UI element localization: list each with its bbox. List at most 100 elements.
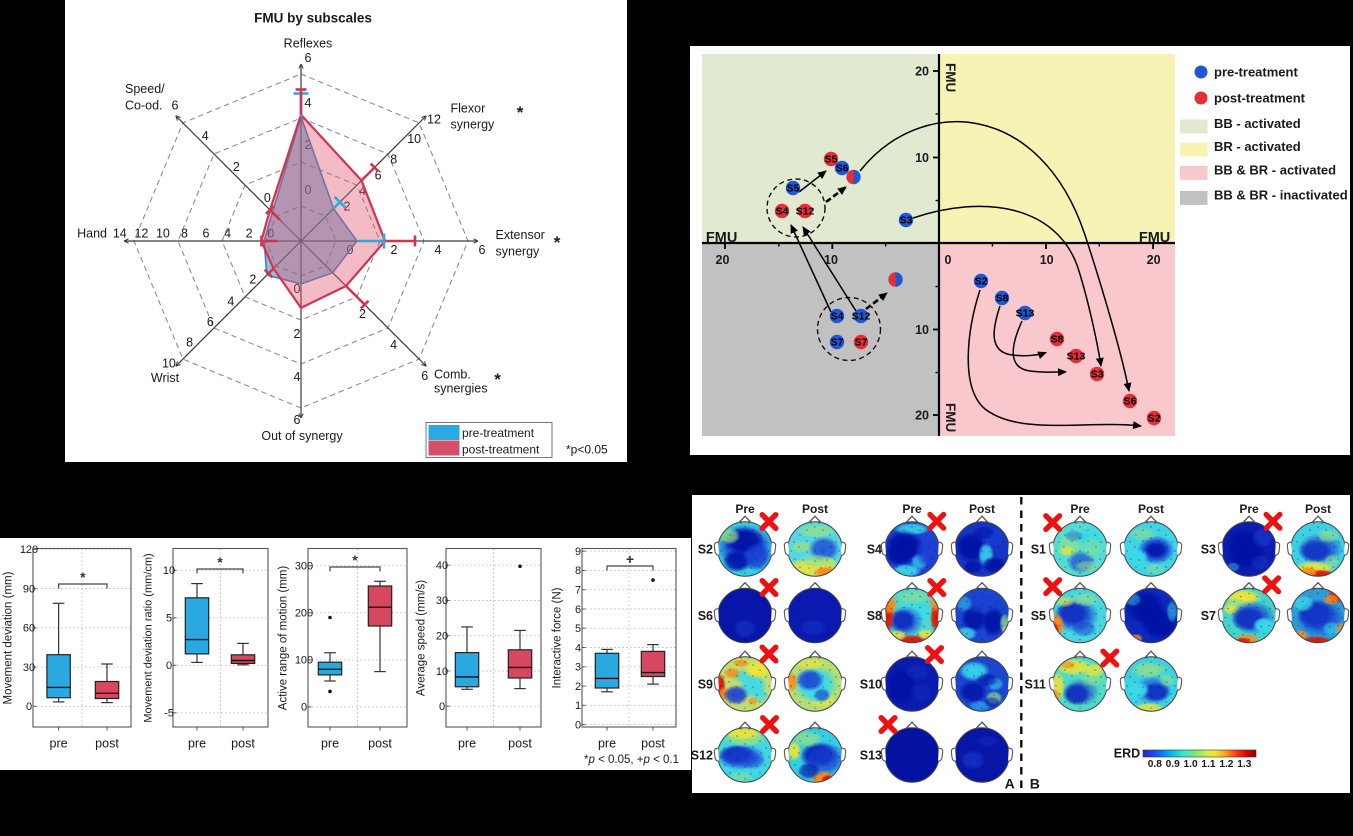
svg-text:5: 5 [575, 623, 581, 635]
svg-text:0: 0 [26, 701, 32, 713]
svg-text:S8: S8 [867, 609, 882, 623]
svg-text:6: 6 [479, 243, 486, 257]
svg-text:10: 10 [156, 226, 170, 240]
svg-text:10: 10 [915, 151, 929, 165]
svg-text:synergies: synergies [434, 382, 488, 396]
svg-text:0: 0 [945, 253, 952, 267]
svg-text:S13: S13 [860, 749, 882, 763]
svg-text:10: 10 [163, 565, 175, 577]
svg-text:pre: pre [50, 737, 68, 751]
svg-text:4: 4 [224, 226, 231, 240]
svg-text:S7: S7 [831, 337, 844, 349]
svg-text:12: 12 [134, 226, 148, 240]
svg-text:Flexor: Flexor [451, 102, 486, 116]
svg-text:Speed/: Speed/ [125, 82, 165, 96]
svg-text:10: 10 [824, 253, 838, 267]
svg-text:4: 4 [294, 370, 301, 384]
svg-text:S3: S3 [1091, 369, 1104, 381]
svg-text:5: 5 [166, 613, 172, 625]
svg-text:S1: S1 [1031, 543, 1046, 557]
svg-text:4: 4 [359, 184, 366, 198]
svg-text:synergy: synergy [496, 245, 541, 259]
svg-text:8: 8 [575, 565, 581, 577]
svg-text:S7: S7 [1201, 609, 1216, 623]
svg-text:Post: Post [1305, 502, 1331, 516]
svg-text:6: 6 [305, 51, 312, 65]
svg-text:0: 0 [301, 702, 307, 714]
svg-text:2: 2 [391, 243, 398, 257]
svg-text:S11: S11 [1024, 678, 1046, 692]
svg-text:20: 20 [1147, 253, 1161, 267]
svg-text:Movement deviation (mm): Movement deviation (mm) [3, 571, 15, 704]
svg-text:30: 30 [23, 662, 35, 674]
svg-text:-5: -5 [164, 708, 174, 720]
svg-text:post-treatment: post-treatment [1214, 91, 1306, 106]
svg-text:60: 60 [23, 623, 35, 635]
svg-text:Co-od.: Co-od. [125, 99, 163, 113]
svg-text:20: 20 [436, 631, 448, 643]
svg-text:20: 20 [915, 65, 929, 79]
svg-text:200: 200 [295, 608, 313, 620]
svg-text:post: post [641, 737, 665, 751]
svg-text:S12: S12 [796, 206, 815, 218]
svg-text:6: 6 [207, 315, 214, 329]
svg-text:*p < 0.05, +p < 0.1: *p < 0.05, +p < 0.1 [584, 754, 679, 766]
svg-text:Post: Post [1138, 502, 1164, 516]
svg-text:2: 2 [294, 327, 301, 341]
svg-text:Pre: Pre [902, 502, 922, 516]
svg-text:9: 9 [575, 546, 581, 558]
svg-text:post-treatment: post-treatment [462, 443, 540, 457]
svg-text:+: + [626, 551, 634, 567]
svg-text:10: 10 [407, 132, 421, 146]
svg-text:S13: S13 [1016, 308, 1035, 320]
svg-text:Wrist: Wrist [151, 371, 180, 385]
svg-text:BB - activated: BB - activated [1214, 116, 1301, 131]
svg-text:8: 8 [181, 226, 188, 240]
svg-text:S4: S4 [776, 206, 789, 218]
svg-text:8: 8 [390, 153, 397, 167]
svg-text:3: 3 [575, 662, 581, 674]
svg-text:40: 40 [436, 560, 448, 572]
svg-text:Pre: Pre [1070, 502, 1090, 516]
svg-text:1.2: 1.2 [1219, 759, 1233, 770]
svg-text:4: 4 [305, 96, 312, 110]
svg-text:20: 20 [716, 253, 730, 267]
svg-text:*: * [494, 370, 501, 389]
svg-text:10: 10 [1040, 253, 1054, 267]
svg-text:post: post [508, 737, 532, 751]
svg-text:7: 7 [575, 585, 581, 597]
svg-text:2: 2 [344, 199, 351, 213]
svg-text:2: 2 [575, 681, 581, 693]
svg-text:Hand: Hand [77, 227, 107, 241]
svg-text:ERD: ERD [1114, 747, 1140, 761]
svg-text:post: post [368, 737, 392, 751]
svg-text:Active range of motion (mm): Active range of motion (mm) [278, 566, 290, 711]
svg-text:*: * [217, 554, 223, 570]
svg-text:300: 300 [295, 561, 313, 573]
svg-text:S6: S6 [1124, 396, 1137, 408]
svg-text:S13: S13 [1067, 351, 1086, 363]
svg-text:S4: S4 [831, 311, 844, 323]
svg-text:8: 8 [186, 336, 193, 350]
svg-text:0: 0 [166, 660, 172, 672]
svg-text:0.8: 0.8 [1148, 759, 1162, 770]
svg-text:1.0: 1.0 [1184, 759, 1198, 770]
svg-text:Post: Post [802, 502, 828, 516]
svg-text:4: 4 [202, 129, 209, 143]
svg-text:0: 0 [294, 282, 301, 296]
svg-text:10: 10 [436, 666, 448, 678]
svg-text:4: 4 [227, 294, 234, 308]
svg-text:S9: S9 [698, 678, 713, 692]
svg-text:pre-treatment: pre-treatment [1214, 65, 1298, 80]
svg-text:FMU: FMU [943, 403, 958, 432]
svg-text:4: 4 [435, 243, 442, 257]
svg-text:2: 2 [249, 272, 256, 286]
svg-text:S5: S5 [787, 183, 800, 195]
svg-text:6: 6 [575, 604, 581, 616]
svg-text:S8: S8 [1051, 334, 1064, 346]
svg-text:1.1: 1.1 [1201, 759, 1215, 770]
svg-text:Post: Post [969, 502, 995, 516]
svg-text:FMU: FMU [706, 230, 737, 246]
svg-text:Average speed (mm/s): Average speed (mm/s) [416, 580, 428, 696]
svg-text:S5: S5 [825, 154, 838, 166]
